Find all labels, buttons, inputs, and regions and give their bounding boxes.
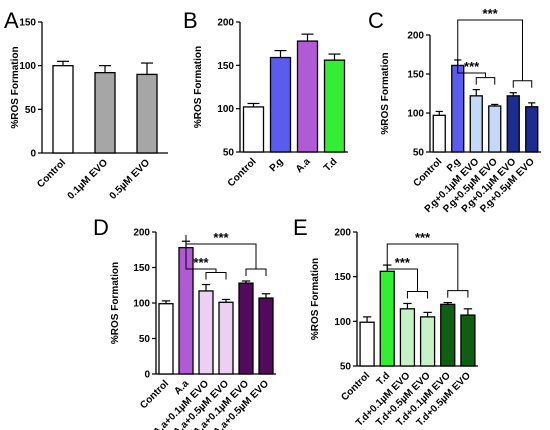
bar — [419, 316, 436, 367]
significance-label: *** — [193, 255, 209, 270]
y-tick-label: 100 — [407, 109, 424, 120]
panel-b: B 50 100 150 200 %ROS Formation Control P.g A.a T… — [183, 8, 348, 189]
y-tick-label: 100 — [133, 299, 150, 310]
x-tick-label: 0.5µM EVO — [108, 157, 153, 202]
panel-letter-a: A — [4, 8, 19, 33]
y-axis-title: %ROS Formation — [310, 258, 321, 340]
y-tick-label: 150 — [19, 18, 36, 29]
bar — [488, 105, 502, 153]
bar — [379, 270, 395, 367]
x-tick-label: Control — [138, 378, 171, 411]
bar — [158, 303, 174, 375]
significance-bracket — [185, 235, 257, 269]
y-axis-title: %ROS Formation — [110, 262, 121, 344]
bar — [198, 290, 214, 375]
bar — [296, 40, 319, 153]
bar — [52, 65, 74, 154]
bar — [238, 282, 254, 375]
bar — [506, 95, 520, 153]
group-bracket — [512, 80, 533, 88]
panel-letter-d: D — [93, 215, 109, 240]
y-tick-label: 150 — [334, 272, 351, 283]
y-axis-title: %ROS Formation — [10, 46, 21, 128]
bar — [258, 297, 274, 375]
x-tick-label: Control — [226, 156, 259, 189]
group-bracket — [245, 268, 267, 276]
x-tick-label: 0.1µM EVO — [66, 157, 111, 202]
significance-bracket — [457, 19, 523, 81]
x-tick-label: P.g — [268, 156, 286, 174]
y-tick-label: 200 — [334, 228, 351, 239]
y-tick-label: 200 — [133, 228, 150, 239]
y-tick-label: 150 — [217, 61, 234, 72]
significance-label: *** — [483, 6, 499, 21]
bar — [460, 314, 476, 367]
group-bracket — [475, 77, 496, 85]
y-tick-label: 200 — [217, 18, 234, 29]
panel-letter-e: E — [293, 215, 308, 240]
bar — [359, 321, 375, 367]
y-tick-label: 50 — [413, 148, 425, 159]
x-tick-label: Control — [339, 370, 372, 403]
panel-letter-c: C — [368, 8, 384, 33]
bar — [440, 303, 456, 367]
bar — [469, 95, 483, 153]
group-bracket — [447, 290, 469, 298]
y-tick-label: 0 — [144, 370, 150, 381]
y-tick-label: 50 — [223, 148, 235, 159]
y-tick-label: 100 — [19, 61, 36, 72]
x-tick-label: T.d — [322, 156, 340, 174]
significance-bracket — [457, 53, 486, 78]
significance-label: *** — [213, 230, 229, 245]
significance-label: *** — [395, 255, 411, 270]
bar — [451, 64, 465, 153]
y-tick-label: 0 — [30, 149, 36, 160]
x-tick-label: Control — [35, 157, 68, 190]
bar — [136, 73, 158, 154]
group-bracket — [205, 272, 227, 280]
significance-bracket — [386, 259, 418, 292]
bar — [323, 59, 346, 153]
y-tick-label: 200 — [407, 31, 424, 42]
bar — [399, 308, 416, 367]
bar — [242, 106, 265, 153]
y-tick-label: 150 — [133, 263, 150, 274]
bar — [218, 301, 234, 375]
y-tick-label: 50 — [25, 105, 37, 116]
y-axis-title: %ROS Formation — [380, 52, 391, 134]
significance-bracket — [386, 243, 459, 291]
bar — [432, 114, 446, 153]
bar — [94, 72, 116, 154]
y-axis-title: %ROS Formation — [193, 46, 204, 128]
y-tick-label: 100 — [217, 104, 234, 115]
y-tick-label: 50 — [139, 334, 151, 345]
y-tick-label: 100 — [334, 317, 351, 328]
bar — [525, 106, 539, 153]
y-tick-label: 50 — [340, 362, 352, 373]
group-bracket — [406, 290, 429, 299]
x-tick-label: Control — [411, 156, 444, 189]
bar — [269, 56, 292, 153]
y-tick-label: 150 — [407, 70, 424, 81]
significance-label: *** — [464, 59, 480, 74]
significance-bracket — [185, 235, 217, 273]
x-tick-label: A.a — [294, 156, 313, 175]
significance-label: *** — [415, 230, 431, 245]
panel-letter-b: B — [183, 8, 198, 33]
